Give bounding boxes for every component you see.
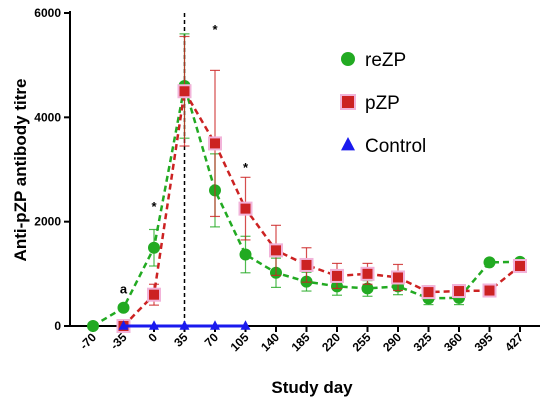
data-point bbox=[360, 266, 375, 281]
x-tick-label: 290 bbox=[380, 330, 404, 354]
x-axis-title: Study day bbox=[271, 378, 353, 397]
data-point bbox=[238, 201, 253, 216]
data-point bbox=[482, 283, 497, 298]
data-point bbox=[330, 268, 344, 283]
data-point bbox=[483, 256, 496, 269]
legend: reZP pZP Control bbox=[340, 50, 426, 157]
data-point bbox=[239, 248, 252, 261]
x-tick-label: 325 bbox=[411, 330, 435, 354]
data-point bbox=[118, 320, 129, 330]
y-tick-label: 0 bbox=[54, 319, 61, 333]
legend-label-control: Control bbox=[365, 136, 426, 157]
y-tick-label: 4000 bbox=[34, 110, 61, 124]
x-tick-label: 395 bbox=[472, 330, 496, 354]
data-point bbox=[148, 241, 160, 254]
data-point bbox=[240, 320, 251, 330]
x-tick-label: 0 bbox=[145, 330, 160, 345]
data-point bbox=[269, 243, 283, 258]
annotation-label: * bbox=[243, 160, 249, 175]
legend-marker-pzp bbox=[340, 94, 356, 110]
data-point bbox=[361, 282, 374, 295]
y-axis-title: Anti-pZP antibody titre bbox=[11, 79, 30, 262]
x-tick-label: 105 bbox=[228, 330, 252, 354]
data-point bbox=[513, 259, 527, 274]
data-point bbox=[452, 284, 466, 299]
legend-label-pzp: pZP bbox=[365, 93, 400, 114]
data-point bbox=[210, 320, 220, 330]
data-point bbox=[391, 270, 405, 285]
x-tick-label: 140 bbox=[258, 330, 282, 354]
annotation-label: * bbox=[212, 22, 218, 37]
data-point bbox=[421, 285, 436, 300]
legend-marker-rezp bbox=[341, 52, 355, 66]
x-tick-label: 360 bbox=[441, 330, 465, 354]
data-point bbox=[87, 320, 99, 332]
x-tick-label: 35 bbox=[171, 330, 191, 350]
data-point bbox=[149, 320, 159, 330]
series-pzp bbox=[116, 35, 527, 333]
x-tick-label: 70 bbox=[202, 330, 222, 350]
data-point bbox=[117, 301, 130, 314]
data-point bbox=[208, 136, 222, 151]
series-control bbox=[118, 320, 251, 330]
y-tick-label: 6000 bbox=[34, 6, 61, 20]
x-tick-label: 185 bbox=[289, 330, 313, 354]
data-point bbox=[179, 320, 190, 330]
y-tick-label: 2000 bbox=[34, 215, 61, 229]
x-tick-label: -35 bbox=[107, 330, 129, 352]
data-point bbox=[299, 257, 314, 272]
legend-label-rezp: reZP bbox=[365, 50, 406, 71]
annotation-label: a bbox=[120, 282, 128, 297]
x-tick-label: 255 bbox=[350, 330, 374, 354]
x-tick-label: -70 bbox=[77, 330, 99, 352]
annotation-label: * bbox=[182, 0, 188, 6]
legend-marker-control bbox=[341, 137, 355, 151]
data-point bbox=[147, 287, 161, 302]
x-tick-label: 220 bbox=[319, 330, 343, 354]
x-tick-label: 427 bbox=[502, 330, 526, 354]
data-point bbox=[177, 84, 192, 99]
annotation-label: * bbox=[151, 199, 157, 214]
